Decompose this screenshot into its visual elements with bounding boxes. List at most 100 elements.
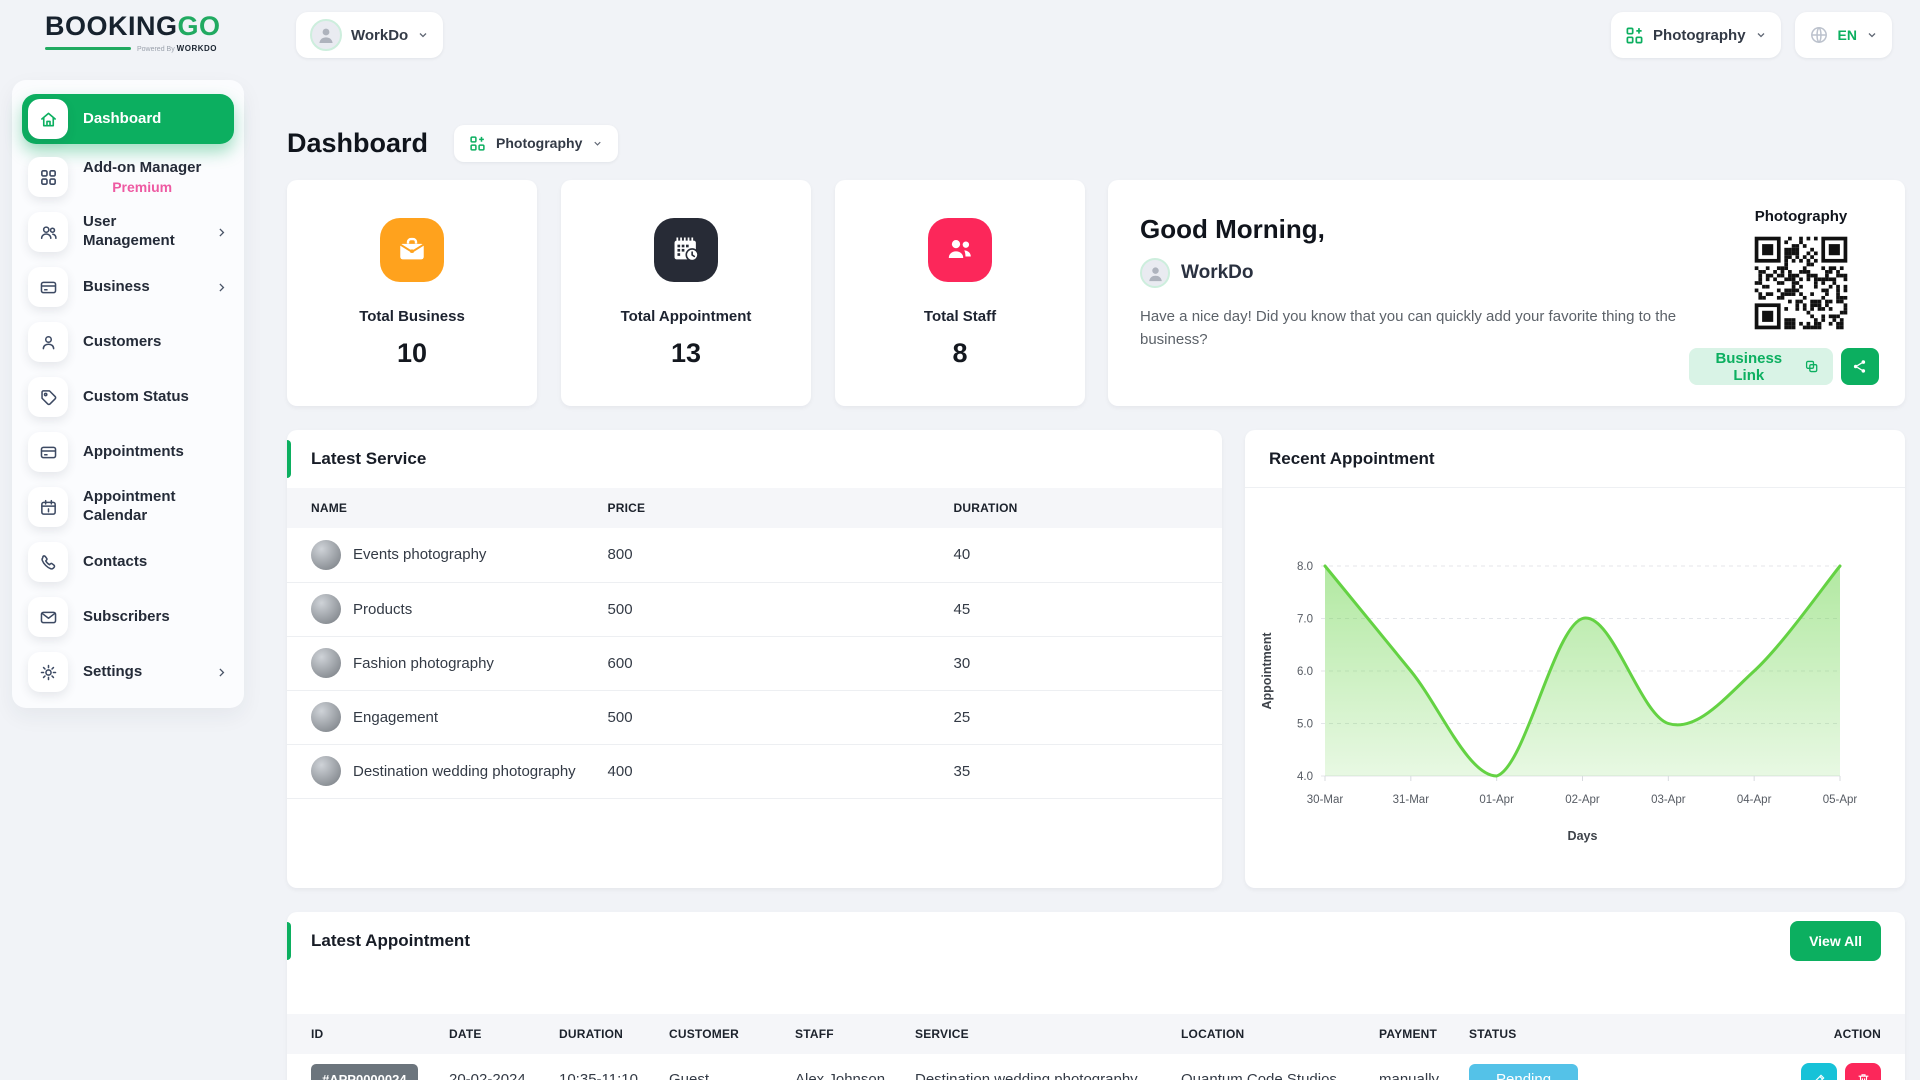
svg-text:8.0: 8.0: [1297, 561, 1313, 573]
logo-text: BOOKINGGO: [45, 11, 221, 41]
logo-underline: [45, 47, 131, 50]
service-price: 400: [595, 744, 942, 799]
chevron-down-icon: [419, 33, 427, 38]
card-icon: [28, 432, 68, 472]
svg-text:02-Apr: 02-Apr: [1565, 794, 1600, 806]
chevron-down-icon: [1868, 33, 1876, 38]
language-dropdown[interactable]: EN: [1794, 12, 1892, 58]
person-silhouette-icon: [1148, 266, 1162, 281]
latest-appointment-table: ID DATE DURATION CUSTOMER STAFF SERVICE …: [287, 1014, 1905, 1080]
chevron-right-icon: [215, 666, 228, 679]
sidebar-item-appointment-calendar[interactable]: Appointment Calendar: [22, 485, 234, 529]
chevron-right-icon: [215, 281, 228, 294]
table-row: Engagement 500 25: [287, 690, 1222, 745]
service-thumbnail: [311, 756, 341, 786]
workspace-dropdown[interactable]: WorkDo: [296, 12, 444, 58]
col-header-customer: CUSTOMER: [657, 1014, 783, 1054]
grid-plus-icon: [1626, 27, 1643, 43]
sidebar-item-business[interactable]: Business: [22, 265, 234, 309]
globe-icon: [1810, 27, 1827, 43]
service-price: 600: [595, 636, 942, 691]
service-thumbnail: [311, 702, 341, 732]
svg-text:01-Apr: 01-Apr: [1479, 794, 1514, 806]
sidebar: Dashboard Add-on Manager Premium User Ma…: [12, 80, 244, 708]
latest-service-title: Latest Service: [311, 449, 427, 468]
business-qr-code: [1751, 233, 1851, 333]
svg-text:6.0: 6.0: [1297, 666, 1313, 678]
users-icon: [28, 212, 68, 252]
table-row: Products 500 45: [287, 582, 1222, 637]
person-icon: [28, 322, 68, 362]
person-silhouette-icon: [319, 28, 333, 43]
sidebar-item-contacts[interactable]: Contacts: [22, 540, 234, 584]
sidebar-item-subscribers[interactable]: Subscribers: [22, 595, 234, 639]
service-duration: 35: [941, 744, 1222, 799]
tag-icon: [28, 377, 68, 417]
page-business-selector[interactable]: Photography: [454, 124, 619, 162]
sidebar-item-user-management[interactable]: User Management: [22, 210, 234, 254]
service-price: 500: [595, 582, 942, 637]
sidebar-item-settings[interactable]: Settings: [22, 650, 234, 694]
col-header-location: LOCATION: [1169, 1014, 1367, 1054]
appointment-duration: 10:35-11:10: [559, 1070, 638, 1080]
service-duration: 45: [941, 582, 1222, 637]
recent-appointment-card: Recent Appointment 8.0 7.0 6.0 5.0 4.0 30-Mar…: [1245, 430, 1905, 888]
chevron-down-icon: [594, 141, 602, 146]
svg-text:05-Apr: 05-Apr: [1823, 794, 1858, 806]
gear-icon: [28, 652, 68, 692]
service-name: Fashion photography: [353, 654, 494, 672]
staff-people-icon: [928, 217, 992, 282]
sidebar-item-addon-manager[interactable]: Add-on Manager Premium: [22, 155, 234, 199]
service-name: Products: [353, 600, 413, 618]
premium-badge: Premium: [112, 179, 173, 196]
share-icon: [1854, 360, 1866, 373]
col-header-id: ID: [287, 1014, 437, 1054]
col-header-status: STATUS: [1457, 1014, 1707, 1054]
edit-button[interactable]: [1801, 1063, 1837, 1080]
stat-card-total-staff: Total Staff 8: [835, 180, 1085, 406]
view-all-button[interactable]: View All: [1790, 921, 1881, 961]
svg-text:31-Mar: 31-Mar: [1393, 794, 1430, 806]
appointment-area-chart: 8.0 7.0 6.0 5.0 4.0 30-Mar 31-Mar 01-Apr 02-Apr 0…: [1260, 561, 1858, 843]
workspace-name: WorkDo: [351, 26, 409, 44]
stat-card-total-business: Total Business 10: [287, 180, 537, 406]
sidebar-item-dashboard[interactable]: Dashboard: [22, 94, 234, 144]
service-price: 500: [595, 690, 942, 745]
greeting-message: Have a nice day! Did you know that you c…: [1140, 308, 1677, 349]
service-price: 800: [595, 528, 942, 583]
sidebar-item-appointments[interactable]: Appointments: [22, 430, 234, 474]
trash-icon: [1858, 1073, 1868, 1080]
greeting-title: Good Morning,: [1140, 214, 1325, 244]
table-row: Fashion photography 600 30: [287, 636, 1222, 691]
business-switcher-dropdown[interactable]: Photography: [1611, 12, 1781, 58]
latest-service-card: Latest Service NAME PRICE DURATION Event…: [287, 430, 1222, 888]
svg-text:4.0: 4.0: [1297, 771, 1313, 783]
mail-icon: [28, 597, 68, 637]
latest-service-table: NAME PRICE DURATION Events photography 8…: [287, 488, 1222, 799]
col-header-name: NAME: [287, 488, 596, 528]
status-badge: Pending: [1469, 1063, 1579, 1080]
service-duration: 30: [941, 636, 1222, 691]
service-duration: 25: [941, 690, 1222, 745]
svg-text:04-Apr: 04-Apr: [1737, 794, 1772, 806]
col-header-payment: PAYMENT: [1367, 1014, 1457, 1054]
appointment-staff: Alex Johnson: [795, 1070, 886, 1080]
copy-icon: [1805, 360, 1817, 373]
appointment-service: Destination wedding photography: [915, 1070, 1138, 1080]
appointment-customer: Guest: [669, 1070, 710, 1080]
share-button[interactable]: [1840, 348, 1879, 385]
card-icon: [28, 267, 68, 307]
pencil-icon: [1814, 1074, 1824, 1080]
calendar-icon: [28, 487, 68, 527]
service-name: Events photography: [353, 546, 487, 564]
page-business-selector-label: Photography: [496, 135, 583, 151]
business-link-copy-button[interactable]: Business Link: [1689, 348, 1833, 385]
user-avatar: [1140, 258, 1170, 288]
service-name: Destination wedding photography: [353, 762, 576, 780]
app-logo[interactable]: BOOKINGGO Powered By WORKDO: [45, 11, 221, 53]
sidebar-item-custom-status[interactable]: Custom Status: [22, 375, 234, 419]
delete-button[interactable]: [1845, 1063, 1881, 1080]
svg-text:7.0: 7.0: [1297, 614, 1313, 626]
sidebar-item-customers[interactable]: Customers: [22, 320, 234, 364]
calendar-clock-icon: [654, 217, 718, 282]
